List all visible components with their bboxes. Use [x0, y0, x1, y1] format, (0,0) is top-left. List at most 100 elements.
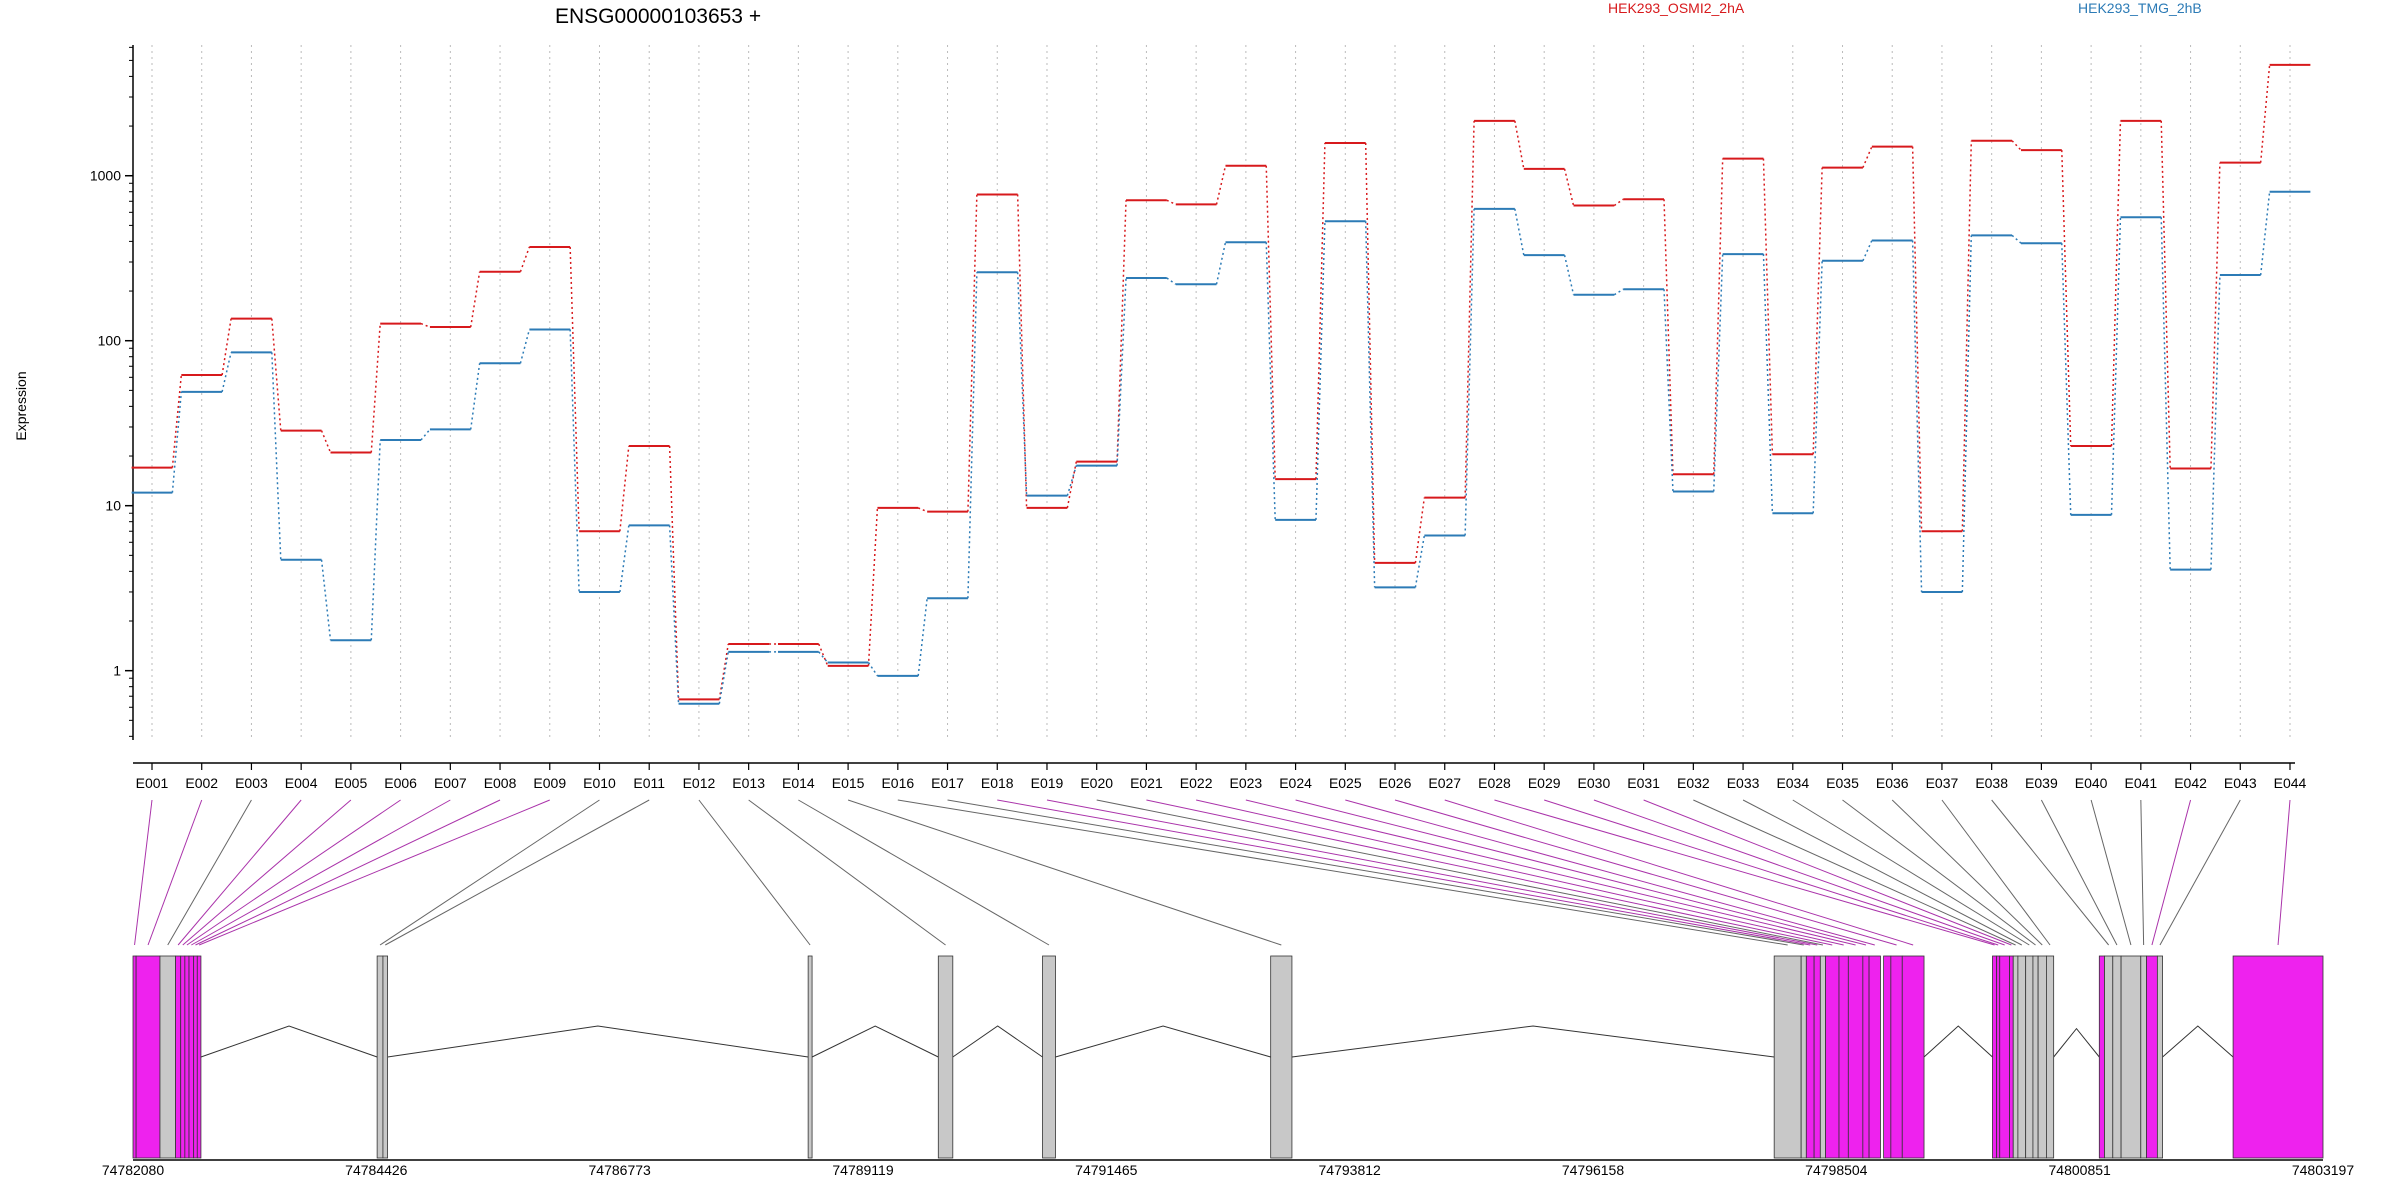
- series-connector: [1961, 235, 1973, 592]
- series-connector: [221, 352, 232, 392]
- x-tick-label: E028: [1478, 775, 1511, 791]
- series-connector: [1712, 254, 1724, 492]
- intron-line: [200, 1025, 378, 1058]
- intron-line: [1923, 1025, 1993, 1058]
- x-tick-label: E044: [2274, 775, 2307, 791]
- exon-connector: [1693, 799, 2016, 946]
- x-tick-label: E021: [1130, 775, 1163, 791]
- series-connector: [718, 643, 730, 700]
- grid-lines: [151, 45, 2291, 740]
- intron-line: [811, 1025, 939, 1058]
- series-connector: [1364, 221, 1376, 588]
- exon-block: [2120, 955, 2142, 1159]
- coordinate-label: 74786773: [589, 1162, 652, 1178]
- exon-block: [1883, 955, 1892, 1159]
- series-connector: [1016, 194, 1028, 508]
- intron-line: [2162, 1025, 2234, 1058]
- exon-connector: [1842, 799, 2036, 946]
- series-connector: [320, 430, 332, 453]
- coordinate-label: 74798504: [1805, 1162, 1868, 1178]
- exon-block: [2112, 955, 2122, 1159]
- series-connector: [2061, 150, 2072, 447]
- series-connector: [420, 322, 431, 328]
- exon-block: [1819, 955, 1826, 1159]
- exon-block: [135, 955, 161, 1159]
- x-tick-label: E002: [185, 775, 218, 791]
- exon-connector: [1494, 799, 1995, 946]
- exon-connector: [167, 799, 252, 946]
- exon-block: [2012, 955, 2019, 1159]
- exon-block: [2025, 955, 2034, 1159]
- exon-connector: [1742, 799, 2023, 946]
- exon-block: [2017, 955, 2027, 1159]
- x-tick-label: E013: [732, 775, 765, 791]
- exon-block: [2037, 955, 2047, 1159]
- coordinate-label: 74800851: [2049, 1162, 2112, 1178]
- series-connector: [370, 440, 381, 641]
- x-tick-label: E025: [1329, 775, 1362, 791]
- series-connector: [1563, 168, 1575, 206]
- x-tick-label: E042: [2174, 775, 2207, 791]
- series-connector: [2210, 275, 2221, 570]
- series-connector: [171, 374, 183, 468]
- y-tick-label: 100: [98, 333, 122, 349]
- series-connector: [1414, 497, 1426, 564]
- series-connector: [1961, 140, 1973, 532]
- exon-connector: [1096, 799, 1824, 946]
- exon-connector: [2151, 799, 2192, 946]
- x-tick-label: E040: [2075, 775, 2108, 791]
- exon-block: [1805, 955, 1815, 1159]
- exon-connector: [2090, 799, 2132, 946]
- series-connector: [2110, 120, 2122, 447]
- series-connector: [1911, 146, 1923, 532]
- coordinate-label: 74803197: [2292, 1162, 2355, 1178]
- x-tick-label: E009: [533, 775, 566, 791]
- series-1: [131, 190, 2311, 705]
- x-tick-label: E015: [832, 775, 865, 791]
- exon-connector: [2159, 799, 2241, 946]
- series-connector: [1663, 289, 1674, 492]
- series-connector: [1265, 165, 1276, 480]
- exon-block: [1838, 955, 1849, 1159]
- series-connector: [1762, 158, 1774, 455]
- series-connector: [2259, 191, 2271, 276]
- x-tick-label: E017: [931, 775, 964, 791]
- exon-connector: [186, 799, 401, 946]
- x-tick-label: E041: [2124, 775, 2157, 791]
- series-lines: [131, 63, 2311, 705]
- exon-block: [937, 955, 954, 1159]
- exon-block: [175, 955, 182, 1159]
- x-tick-label: E019: [1031, 775, 1064, 791]
- x-tick-label: E033: [1727, 775, 1760, 791]
- exon-connector: [379, 799, 600, 946]
- exon-connector: [1345, 799, 1875, 946]
- series-connector: [967, 272, 978, 599]
- series-connector: [2160, 120, 2171, 469]
- series-connector: [967, 194, 978, 512]
- exon-connector: [947, 799, 1804, 946]
- series-connector: [1464, 120, 1475, 498]
- exon-connector: [1295, 799, 1867, 946]
- series-connector: [2210, 162, 2221, 469]
- exon-connector: [1544, 799, 1999, 946]
- exon-block: [180, 955, 186, 1159]
- legend-entry-osmi2: HEK293_OSMI2_2hA: [1608, 0, 1745, 16]
- y-tick-label: 10: [105, 498, 121, 514]
- exon-connector: [1196, 799, 1844, 946]
- series-connector: [1315, 142, 1326, 480]
- series-connector: [818, 643, 829, 667]
- series-connector: [2259, 64, 2271, 163]
- x-tick-label: E035: [1826, 775, 1859, 791]
- series-connector: [867, 662, 879, 677]
- series-connector: [718, 651, 730, 704]
- exon-block: [2098, 955, 2105, 1159]
- series-connector: [271, 352, 282, 560]
- exon-block: [1992, 955, 1998, 1159]
- x-tick-label: E001: [136, 775, 169, 791]
- series-connector: [1762, 254, 1774, 514]
- x-tick-label: E007: [434, 775, 467, 791]
- exon-block: [2104, 955, 2114, 1159]
- exon-block: [159, 955, 176, 1159]
- exon-connector: [847, 799, 1282, 946]
- exon-block: [2046, 955, 2055, 1159]
